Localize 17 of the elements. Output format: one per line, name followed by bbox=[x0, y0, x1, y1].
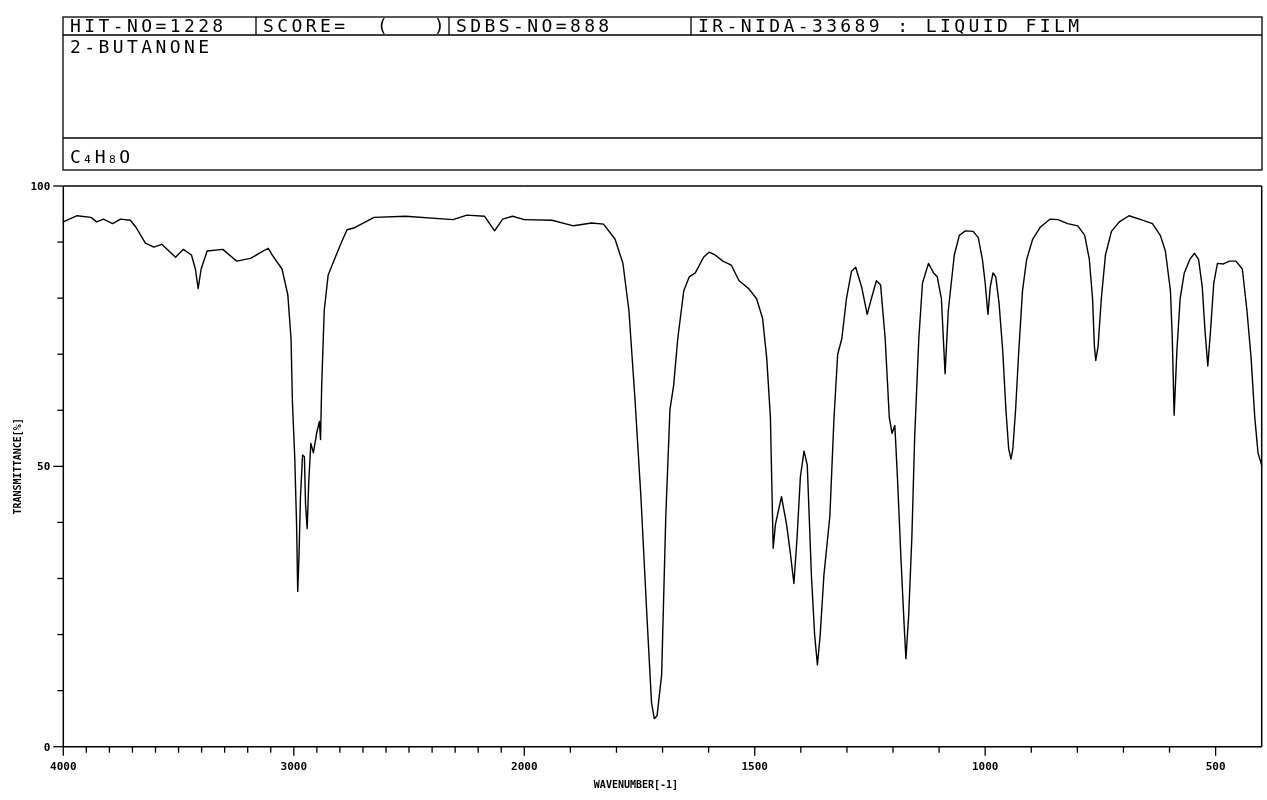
y-tick-label: 50 bbox=[37, 460, 51, 474]
x-tick-label: 1500 bbox=[741, 759, 768, 773]
text: SCORE= ( ) bbox=[263, 15, 449, 36]
x-tick-label: 4000 bbox=[50, 759, 77, 773]
y-axis-title: TRANSMITTANCE[%] bbox=[12, 418, 23, 515]
text: C₄H₈O bbox=[70, 146, 132, 167]
x-tick-label: 3000 bbox=[280, 759, 308, 773]
text: SDBS-NO=888 bbox=[456, 15, 613, 36]
chart-title: 2-BUTANONE bbox=[70, 36, 213, 57]
x-tick-label: 500 bbox=[1205, 759, 1226, 773]
x-axis-title: WAVENUMBER[-1] bbox=[593, 779, 679, 790]
y-tick-label: 0 bbox=[43, 740, 51, 754]
x-tick-label: 2000 bbox=[511, 759, 538, 773]
x-tick-label: 1000 bbox=[971, 759, 999, 773]
text: HIT-NO=1228 bbox=[70, 15, 227, 36]
y-tick-label: 100 bbox=[30, 180, 51, 193]
text: IR-NIDA-33689 : LIQUID FILM bbox=[698, 15, 1083, 36]
